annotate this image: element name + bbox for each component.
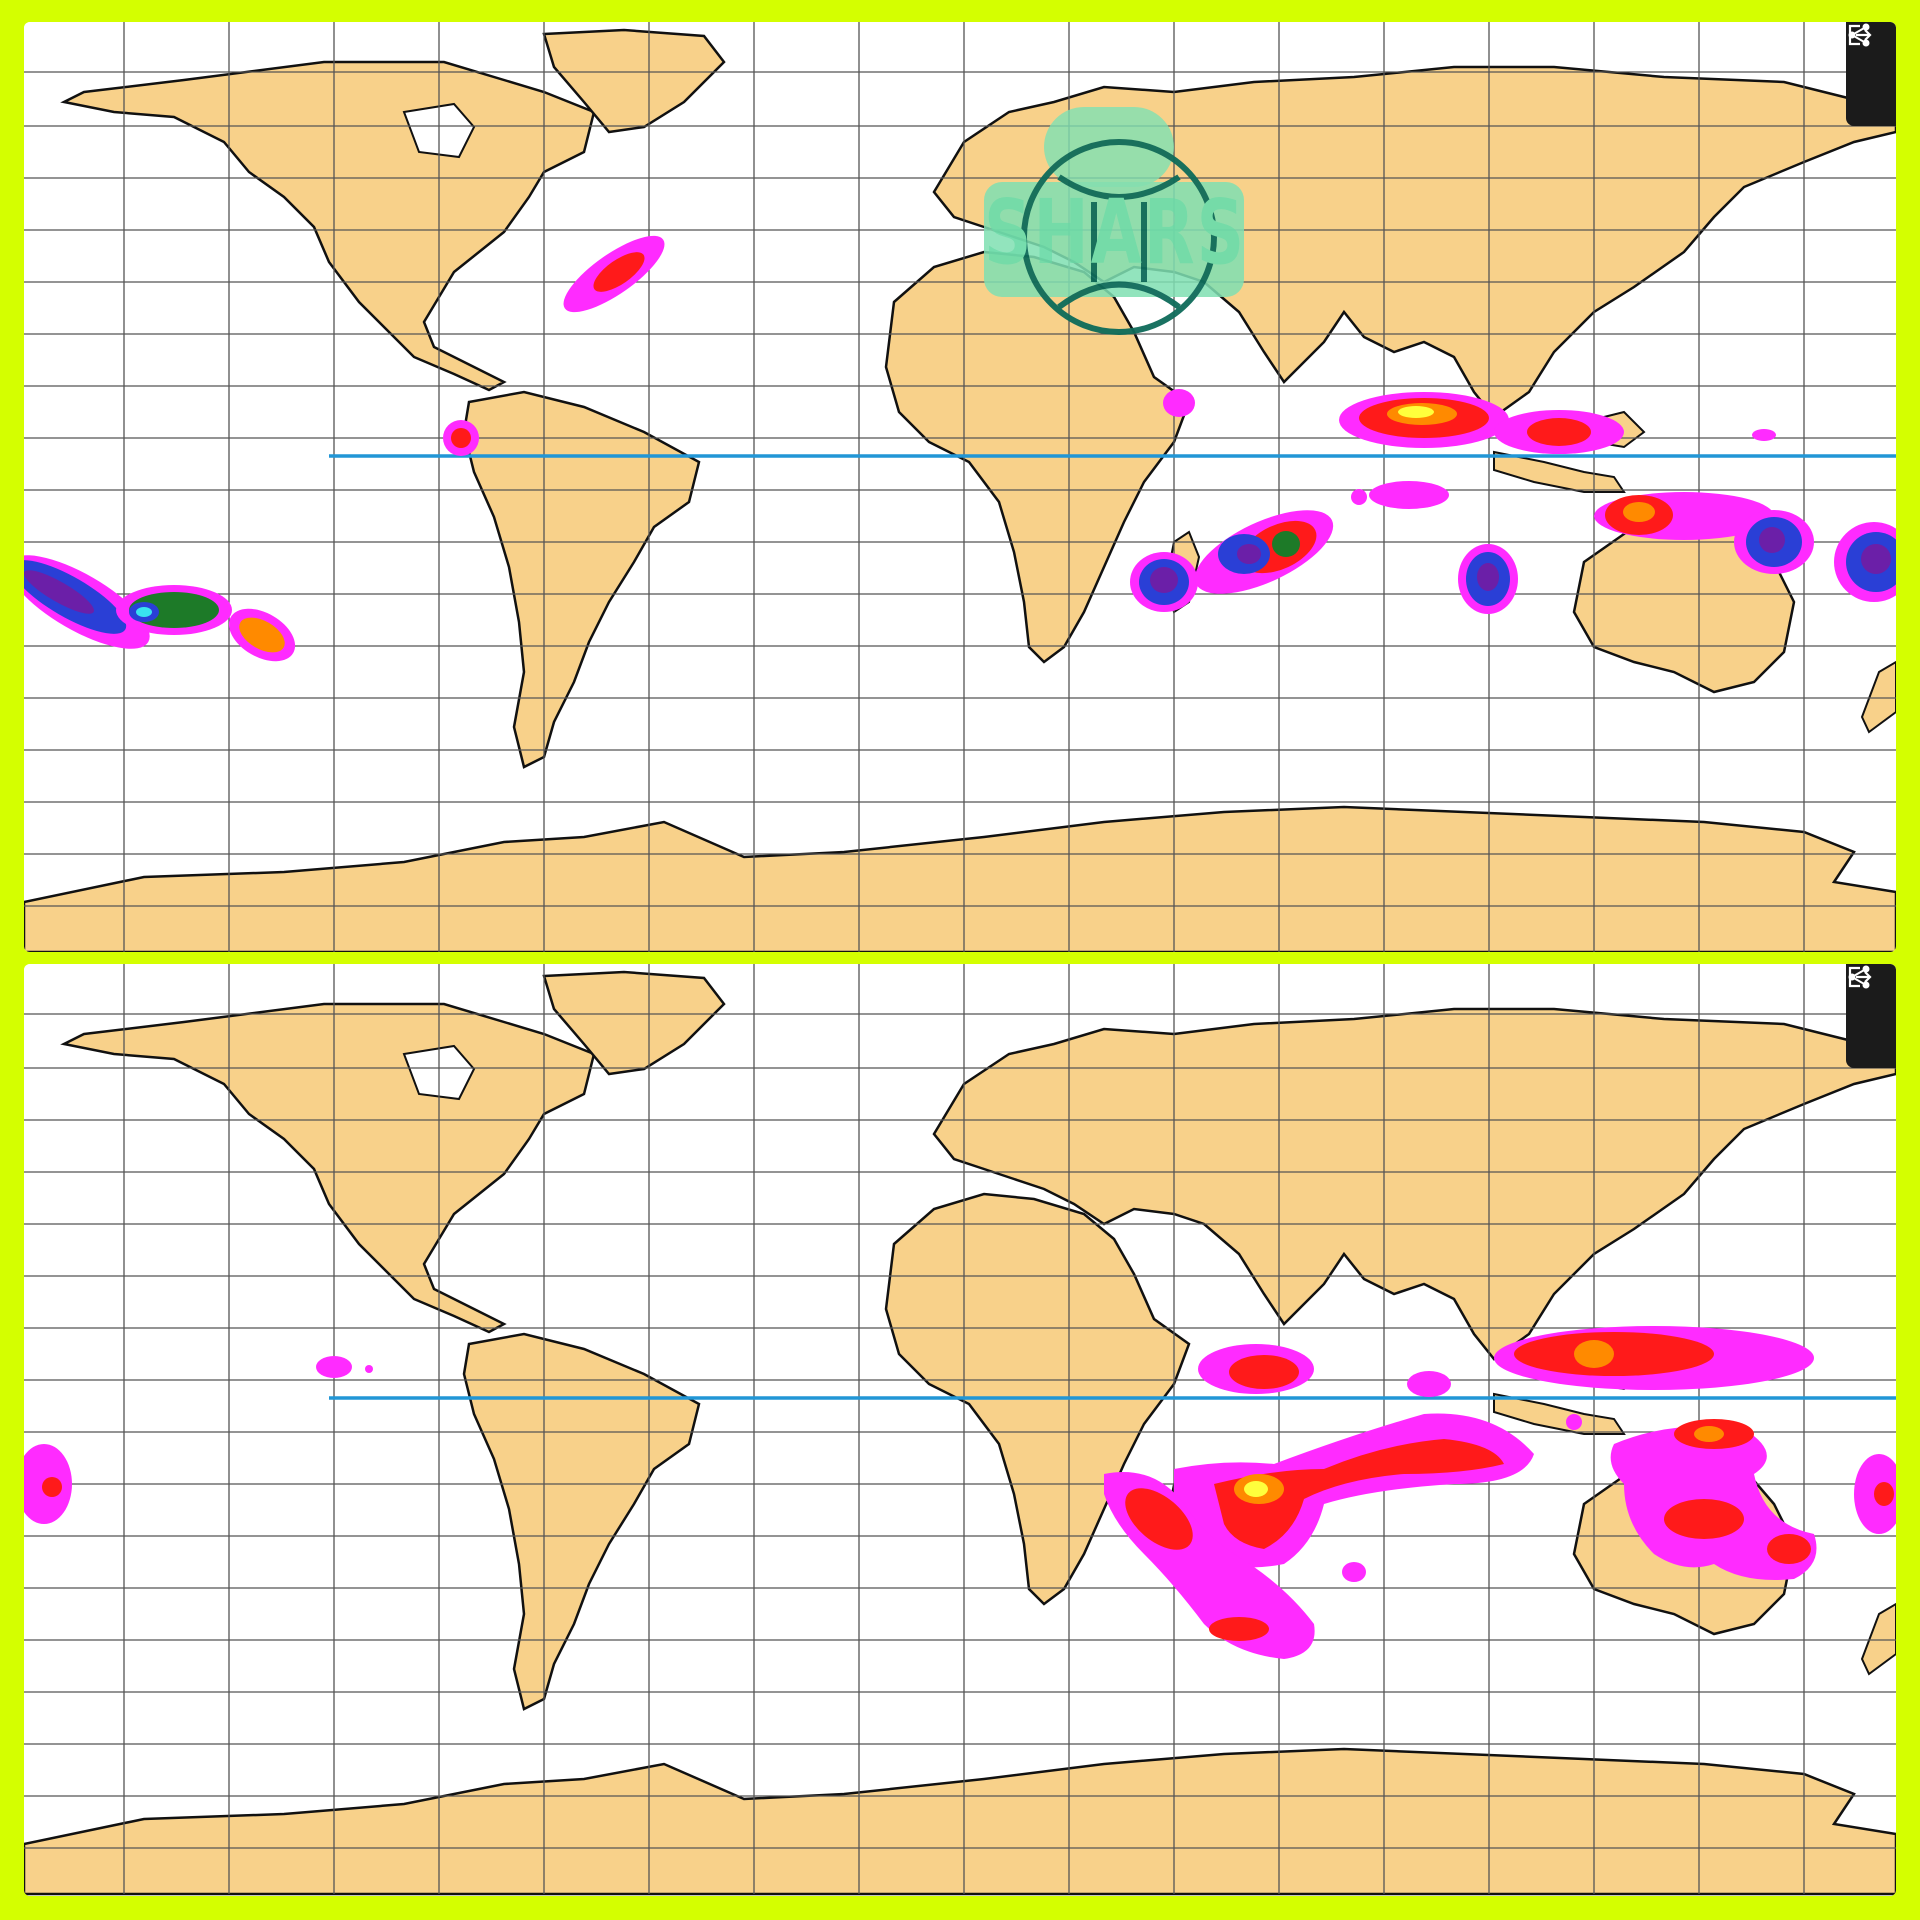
export-icon xyxy=(1848,966,1872,988)
export-button[interactable] xyxy=(1848,24,1891,116)
watermark-logo: SHARS xyxy=(984,102,1244,352)
map-panel-top: SHARS xyxy=(24,22,1896,952)
export-icon xyxy=(1848,24,1872,46)
map-toolbar xyxy=(1846,964,1896,1068)
export-button[interactable] xyxy=(1848,966,1891,1058)
map-panel-bottom xyxy=(24,964,1896,1896)
precip-layer xyxy=(24,1326,1896,1659)
map-canvas xyxy=(24,22,1896,952)
watermark-text: SHARS xyxy=(984,180,1247,285)
gemini-glyph-icon xyxy=(984,107,1244,335)
map-canvas xyxy=(24,964,1896,1896)
precip-layer xyxy=(24,235,1896,662)
map-toolbar xyxy=(1846,22,1896,126)
